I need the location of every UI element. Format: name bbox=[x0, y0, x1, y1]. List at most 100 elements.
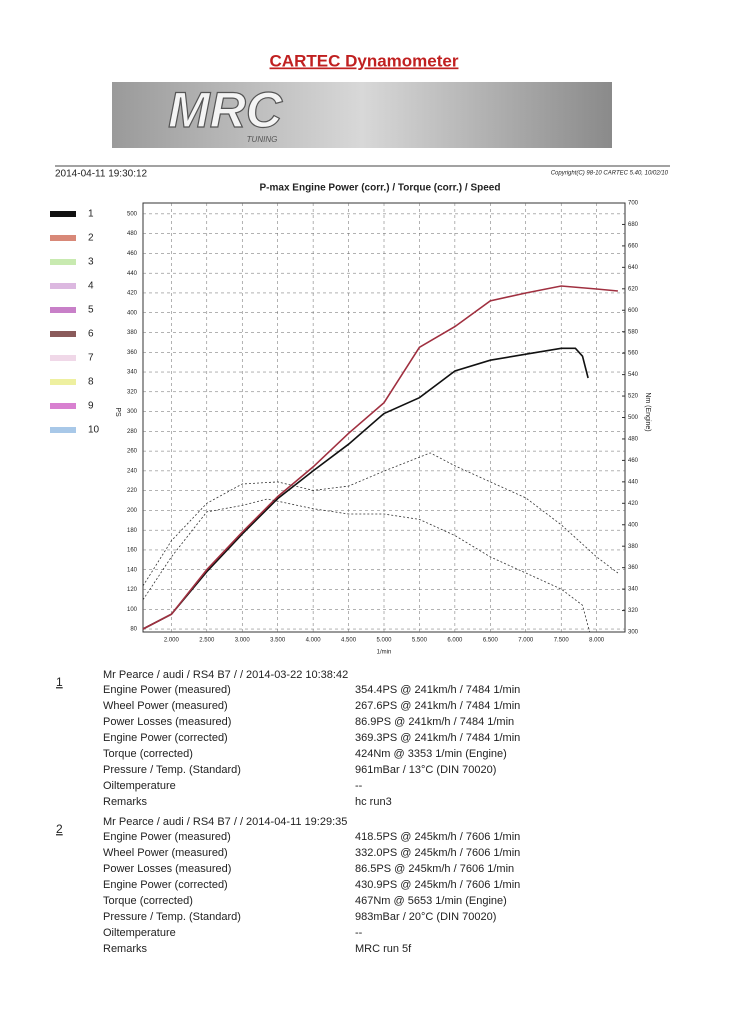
legend-label: 2 bbox=[88, 233, 94, 244]
y-tick-label: 400 bbox=[127, 310, 138, 316]
run-header: Mr Pearce / audi / RS4 B7 / / 2014-03-22… bbox=[103, 669, 348, 681]
run-number: 2 bbox=[56, 822, 63, 836]
run-label: Power Losses (measured) bbox=[103, 716, 231, 728]
y-tick-label: 300 bbox=[127, 409, 138, 415]
y2-tick-label: 500 bbox=[628, 415, 639, 421]
legend-swatch bbox=[50, 307, 76, 313]
legend-label: 9 bbox=[88, 401, 94, 412]
run-value: 424Nm @ 3353 1/min (Engine) bbox=[355, 748, 507, 760]
x-tick-label: 5.000 bbox=[376, 638, 392, 644]
y-tick-label: 220 bbox=[127, 488, 138, 494]
y-tick-label: 500 bbox=[127, 211, 138, 217]
run-label: Torque (corrected) bbox=[103, 895, 193, 907]
run-value: -- bbox=[355, 927, 363, 939]
run-value: -- bbox=[355, 780, 363, 792]
x-tick-label: 2.500 bbox=[199, 638, 215, 644]
x-tick-label: 5.500 bbox=[412, 638, 428, 644]
header-copyright: Copyright(C) 98-10 CARTEC 5.40, 10/02/10 bbox=[551, 171, 669, 177]
y-tick-label: 120 bbox=[127, 587, 138, 593]
series-line bbox=[142, 498, 590, 633]
run-label: Wheel Power (measured) bbox=[103, 847, 228, 859]
run-label: Wheel Power (measured) bbox=[103, 700, 228, 712]
y-tick-label: 340 bbox=[127, 370, 138, 376]
y2-tick-label: 520 bbox=[628, 394, 639, 400]
y-tick-label: 320 bbox=[127, 389, 138, 395]
run-value: 86.5PS @ 245km/h / 7606 1/min bbox=[355, 863, 514, 875]
run-value: 267.6PS @ 241km/h / 7484 1/min bbox=[355, 700, 520, 712]
y2-tick-label: 300 bbox=[628, 630, 639, 636]
x-tick-label: 4.000 bbox=[306, 638, 322, 644]
run-value: 369.3PS @ 241km/h / 7484 1/min bbox=[355, 732, 520, 744]
y2-axis-label: Nm (Engine) bbox=[644, 392, 651, 431]
run-value: 332.0PS @ 245km/h / 7606 1/min bbox=[355, 847, 520, 859]
legend-swatch bbox=[50, 235, 76, 241]
legend-swatch bbox=[50, 283, 76, 289]
y-tick-label: 420 bbox=[127, 291, 138, 297]
run-number: 1 bbox=[56, 675, 63, 689]
legend-swatch bbox=[50, 379, 76, 385]
y-tick-label: 360 bbox=[127, 350, 138, 356]
y2-tick-label: 680 bbox=[628, 222, 639, 228]
legend-label: 3 bbox=[88, 257, 94, 268]
run-value: 86.9PS @ 241km/h / 7484 1/min bbox=[355, 716, 514, 728]
run-value: 467Nm @ 5653 1/min (Engine) bbox=[355, 895, 507, 907]
y2-tick-label: 480 bbox=[628, 437, 639, 443]
legend-swatch bbox=[50, 427, 76, 433]
run-label: Torque (corrected) bbox=[103, 748, 193, 760]
y-tick-label: 80 bbox=[130, 627, 137, 633]
y-tick-label: 460 bbox=[127, 251, 138, 257]
y-tick-label: 240 bbox=[127, 468, 138, 474]
legend-label: 4 bbox=[88, 281, 94, 292]
y-tick-label: 100 bbox=[127, 607, 138, 613]
run-label: Engine Power (corrected) bbox=[103, 732, 228, 744]
y2-tick-label: 320 bbox=[628, 608, 639, 614]
run-value: 961mBar / 13°C (DIN 70020) bbox=[355, 764, 496, 776]
y-tick-label: 480 bbox=[127, 231, 138, 237]
legend-swatch bbox=[50, 403, 76, 409]
y2-tick-label: 380 bbox=[628, 544, 639, 550]
run-label: Remarks bbox=[103, 796, 148, 808]
run-label: Engine Power (measured) bbox=[103, 684, 231, 696]
run-label: Pressure / Temp. (Standard) bbox=[103, 764, 241, 776]
y2-tick-label: 400 bbox=[628, 522, 639, 528]
run-value: 418.5PS @ 245km/h / 7606 1/min bbox=[355, 831, 520, 843]
run-value: 354.4PS @ 241km/h / 7484 1/min bbox=[355, 684, 520, 696]
y-tick-label: 140 bbox=[127, 567, 138, 573]
run-label: Oiltemperature bbox=[103, 927, 176, 939]
series-line bbox=[142, 347, 589, 630]
legend-label: 7 bbox=[88, 353, 94, 364]
y2-tick-label: 540 bbox=[628, 372, 639, 378]
y2-tick-label: 660 bbox=[628, 243, 639, 249]
legend-swatch bbox=[50, 331, 76, 337]
banner-tagline: TUNING bbox=[247, 135, 278, 144]
y-tick-label: 440 bbox=[127, 271, 138, 277]
x-tick-label: 7.500 bbox=[554, 638, 570, 644]
run-label: Engine Power (measured) bbox=[103, 831, 231, 843]
y2-tick-label: 700 bbox=[628, 201, 639, 207]
legend-swatch bbox=[50, 211, 76, 217]
run-label: Engine Power (corrected) bbox=[103, 879, 228, 891]
legend-label: 5 bbox=[88, 305, 94, 316]
run-value: 430.9PS @ 245km/h / 7606 1/min bbox=[355, 879, 520, 891]
y-tick-label: 380 bbox=[127, 330, 138, 336]
run-label: Oiltemperature bbox=[103, 780, 176, 792]
y2-tick-label: 600 bbox=[628, 308, 639, 314]
banner bbox=[112, 82, 612, 148]
run-value: MRC run 5f bbox=[355, 943, 412, 955]
y2-tick-label: 360 bbox=[628, 565, 639, 571]
y2-tick-label: 340 bbox=[628, 587, 639, 593]
x-tick-label: 6.500 bbox=[483, 638, 499, 644]
legend-swatch bbox=[50, 259, 76, 265]
y-tick-label: 160 bbox=[127, 548, 138, 554]
run-value: hc run3 bbox=[355, 796, 392, 808]
x-tick-label: 7.000 bbox=[518, 638, 534, 644]
y-tick-label: 200 bbox=[127, 508, 138, 514]
series-line bbox=[142, 452, 619, 587]
series-line bbox=[142, 285, 618, 630]
y-tick-label: 280 bbox=[127, 429, 138, 435]
run-label: Power Losses (measured) bbox=[103, 863, 231, 875]
x-tick-label: 6.000 bbox=[447, 638, 463, 644]
chart-title: P-max Engine Power (corr.) / Torque (cor… bbox=[260, 183, 501, 194]
